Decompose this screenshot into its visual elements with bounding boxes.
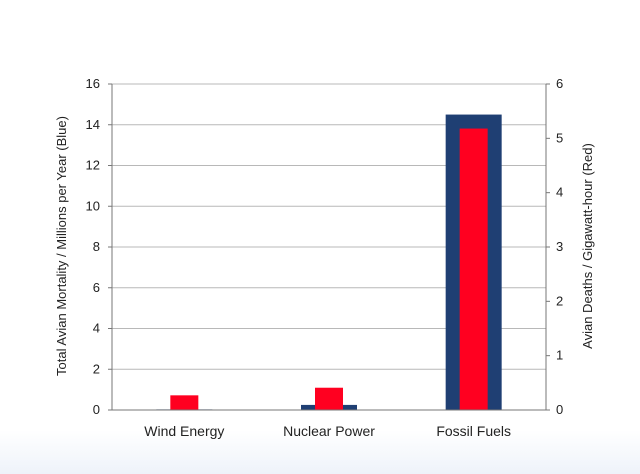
- bar-deaths-per-gwh: [459, 128, 488, 410]
- right-tick-label: 3: [556, 239, 563, 254]
- gridlines: [112, 83, 546, 370]
- left-tick-label: 6: [93, 280, 100, 295]
- category-label: Nuclear Power: [283, 423, 375, 439]
- right-axis-label: Avian Deaths / Gigawatt-hour (Red): [580, 143, 595, 349]
- right-tick-label: 1: [556, 348, 563, 363]
- left-tick-label: 12: [86, 158, 100, 173]
- left-tick-label: 16: [86, 76, 100, 91]
- bar-deaths-per-gwh: [170, 395, 199, 410]
- category-labels: Wind Energy Nuclear Power Fossil Fuels: [144, 423, 511, 439]
- bars: [156, 114, 502, 410]
- left-axis-ticks: 0 2 4 6 8 10 12 14 16: [86, 76, 112, 417]
- left-tick-label: 0: [93, 402, 100, 417]
- right-tick-label: 6: [556, 76, 563, 91]
- left-tick-label: 10: [86, 198, 100, 213]
- category-label: Wind Energy: [144, 423, 224, 439]
- right-tick-label: 2: [556, 293, 563, 308]
- left-axis-label: Total Avian Mortality / Millions per Yea…: [54, 116, 69, 376]
- left-tick-label: 14: [86, 117, 100, 132]
- right-tick-label: 0: [556, 402, 563, 417]
- left-tick-label: 8: [93, 239, 100, 254]
- left-tick-label: 4: [93, 321, 100, 336]
- right-axis-ticks: 0 1 2 3 4 5 6: [546, 76, 563, 417]
- left-tick-label: 2: [93, 361, 100, 376]
- right-tick-label: 4: [556, 185, 563, 200]
- category-label: Fossil Fuels: [436, 423, 511, 439]
- right-tick-label: 5: [556, 130, 563, 145]
- bar-deaths-per-gwh: [315, 387, 343, 410]
